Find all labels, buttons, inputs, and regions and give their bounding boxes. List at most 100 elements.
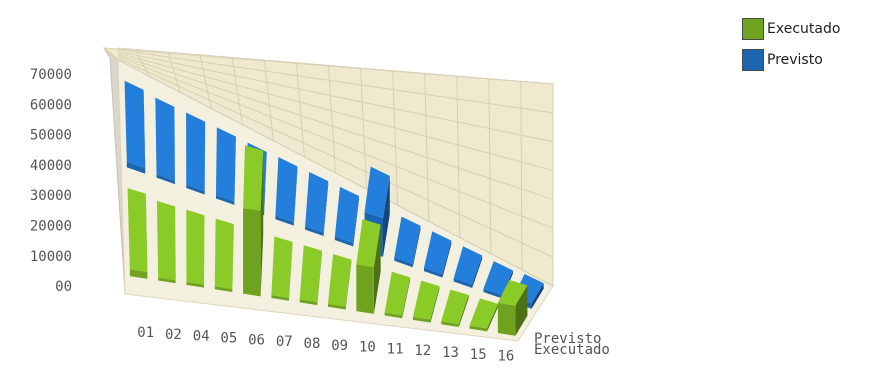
- grid-line-vertical: [295, 63, 305, 157]
- bar-executado-top: [214, 218, 234, 289]
- x-tick-label: 05: [220, 330, 237, 346]
- grid-line-horizontal: [117, 52, 554, 172]
- bar-executado: [412, 280, 440, 323]
- grid-line-vertical: [328, 65, 336, 174]
- bar-previsto: [275, 157, 298, 226]
- bar-previsto-side: [412, 225, 421, 268]
- bar-executado-front: [243, 208, 261, 297]
- bar-previsto: [124, 80, 146, 174]
- x-tick-label: 07: [276, 334, 293, 350]
- legend-item-executado[interactable]: Executado: [742, 16, 840, 42]
- bar-executado-side: [402, 277, 411, 319]
- bar-executado-front: [158, 277, 176, 284]
- bar-executado-front: [186, 281, 204, 288]
- y-tick-label: 20000: [30, 219, 72, 235]
- grid-line-vertical: [488, 78, 492, 254]
- x-axis: 01 02 04 05 06 07 08 09 10 11 12 13 15 16: [137, 325, 514, 365]
- bar-previsto-top: [124, 80, 146, 169]
- bar-previsto-front: [305, 226, 324, 237]
- grid-line-horizontal: [117, 56, 554, 229]
- bar-executado-top: [243, 145, 264, 212]
- y-tick-label: 30000: [30, 188, 72, 204]
- bar-previsto-side: [293, 166, 298, 226]
- bar-executado: [356, 219, 381, 314]
- bar-executado-side: [288, 241, 293, 301]
- grid-line-horizontal: [117, 49, 554, 114]
- grid-line-vertical: [199, 55, 212, 109]
- bar-executado: [384, 271, 411, 319]
- legend-swatch-previsto: [742, 49, 764, 71]
- grid-line-horizontal: [117, 54, 554, 200]
- chart-legend: Executado Previsto: [742, 16, 840, 78]
- legend-swatch-executado: [742, 18, 764, 40]
- bar-executado-top: [412, 280, 440, 320]
- bar-previsto-top: [364, 166, 390, 219]
- bar-previsto-side: [382, 175, 390, 257]
- x-tick-label: 08: [304, 336, 321, 352]
- bar-previsto-front: [394, 257, 413, 268]
- bar-executado-side: [430, 286, 440, 323]
- bar-executado: [214, 218, 234, 292]
- bar-previsto: [424, 231, 452, 278]
- y-tick-label: 00: [55, 279, 72, 295]
- chart-walls: [102, 47, 554, 342]
- grid-line-horizontal: [117, 50, 554, 143]
- grid-line-vertical: [392, 71, 399, 206]
- bar-executado-top: [271, 236, 293, 298]
- bar-previsto: [155, 97, 175, 185]
- bar-previsto-side: [204, 121, 206, 195]
- bar-previsto-top: [215, 127, 236, 202]
- chart-bars: [124, 80, 544, 336]
- depth-label: Executado: [534, 342, 610, 358]
- bar-executado: [469, 298, 499, 332]
- bar-previsto-side: [531, 283, 544, 309]
- chart-grid: [103, 47, 554, 287]
- bar-previsto-front: [483, 288, 502, 299]
- bar-executado-top: [384, 271, 411, 316]
- bar-previsto-front: [453, 278, 473, 288]
- bar-previsto: [453, 246, 483, 288]
- bar-executado-side: [515, 285, 528, 336]
- bar-previsto-top: [483, 261, 513, 295]
- bar-previsto-front: [334, 236, 354, 247]
- bar-executado: [327, 254, 352, 310]
- grid-line-vertical: [360, 68, 368, 190]
- bar-previsto-side: [353, 196, 360, 247]
- grid-line-vertical: [167, 52, 181, 93]
- x-tick-label: 01: [137, 325, 154, 341]
- x-tick-label: 15: [470, 347, 487, 363]
- bar-executado-front: [327, 303, 346, 310]
- x-tick-label: 11: [387, 341, 404, 357]
- legend-item-previsto[interactable]: Previsto: [742, 47, 840, 73]
- y-tick-label: 60000: [30, 97, 72, 113]
- bar-previsto-top: [275, 157, 298, 223]
- bar-executado: [127, 188, 148, 279]
- bar-executado: [156, 200, 176, 284]
- bar-executado-front: [497, 302, 516, 336]
- bar-executado-front: [441, 321, 459, 328]
- grid-line-vertical: [263, 60, 274, 141]
- bar-executado-side: [203, 215, 205, 288]
- bar-executado: [271, 236, 293, 301]
- bar-executado-front: [412, 316, 431, 323]
- bar-executado-front: [129, 269, 148, 279]
- x-tick-label: 09: [331, 338, 348, 354]
- bar-previsto-top: [186, 112, 206, 192]
- bar-previsto-top: [424, 231, 452, 275]
- bar-executado-side: [373, 224, 381, 314]
- grid-line-vertical: [520, 81, 523, 270]
- bar-previsto-side: [234, 136, 236, 205]
- bar-executado-side: [232, 224, 234, 292]
- bar-executado-top: [356, 219, 381, 268]
- x-tick-label: 16: [498, 349, 515, 365]
- legend-label-executado: Executado: [767, 21, 841, 37]
- grid-line-vertical: [135, 50, 150, 77]
- bar-executado-side: [345, 259, 352, 310]
- bar-executado-top: [469, 298, 499, 329]
- grid-line-horizontal: [117, 47, 554, 85]
- bar-previsto-top: [305, 171, 329, 233]
- y-tick-label: 40000: [30, 158, 72, 174]
- bar-executado-top: [497, 279, 528, 306]
- bar-previsto-front: [424, 267, 443, 278]
- bar-executado-front: [271, 295, 289, 301]
